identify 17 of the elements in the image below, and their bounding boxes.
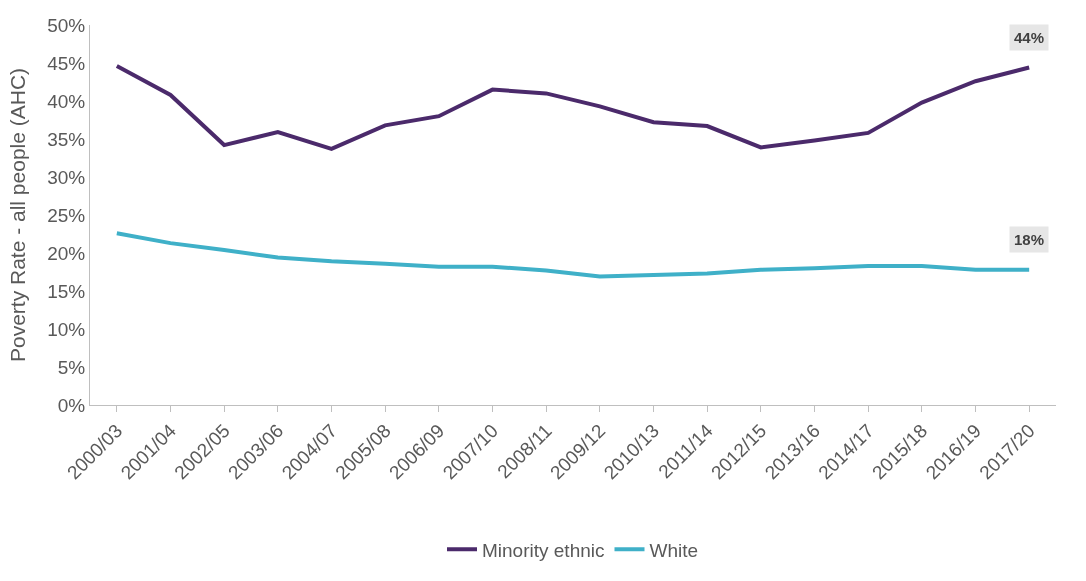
y-tick-label: 50%: [47, 14, 86, 36]
y-tick-label: 0%: [57, 394, 86, 416]
data-label: 44%: [1014, 29, 1045, 46]
y-axis-title: Poverty Rate - all people (AHC): [6, 67, 30, 363]
y-tick-label: 40%: [47, 90, 86, 112]
y-tick-label: 20%: [47, 242, 86, 264]
y-tick-label: 10%: [47, 318, 86, 340]
y-tick-label: 15%: [47, 280, 86, 302]
y-tick-label: 35%: [47, 128, 86, 150]
y-tick-label: 5%: [57, 356, 86, 378]
legend-label: White: [649, 539, 699, 561]
legend-label: Minority ethnic: [482, 539, 605, 561]
line-series: [114, 64, 1032, 151]
y-tick-label: 25%: [47, 204, 86, 226]
data-label: 18%: [1014, 231, 1045, 248]
y-tick-label: 30%: [47, 166, 86, 188]
y-tick-label: 45%: [47, 52, 86, 74]
